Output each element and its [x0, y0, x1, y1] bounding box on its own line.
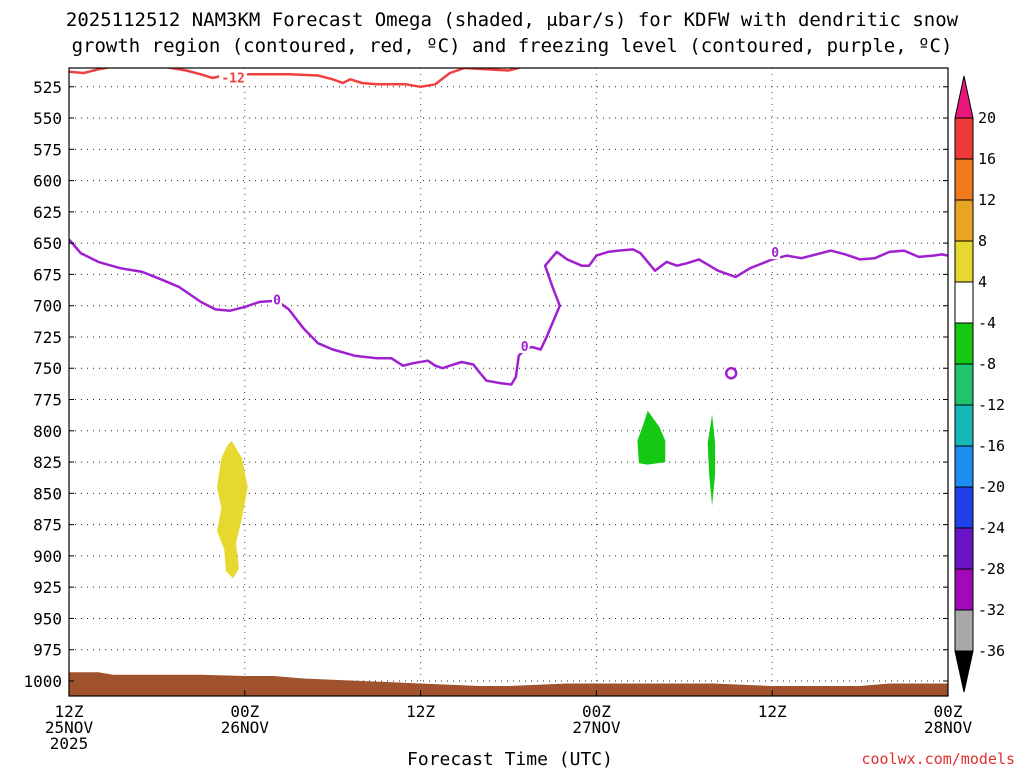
y-tick-label: 775: [33, 391, 62, 410]
colorbar-swatch: [954, 445, 974, 488]
dgz-contour: [69, 68, 524, 89]
ground-surface: [69, 672, 948, 696]
x-tick-label: 00Z: [934, 702, 963, 721]
x-tick-label: 25NOV: [45, 718, 94, 737]
colorbar-label: 8: [978, 232, 987, 250]
omega-region: [217, 440, 248, 579]
x-tick-label: 12Z: [758, 702, 787, 721]
x-tick-label: 28NOV: [924, 718, 973, 737]
x-tick-label: 2025: [50, 734, 89, 753]
colorbar-swatch: [954, 568, 974, 611]
freezing-label-bg: [519, 338, 530, 353]
y-tick-label: 600: [33, 172, 62, 191]
y-tick-label: 800: [33, 422, 62, 441]
y-tick-label: 925: [33, 578, 62, 597]
colorbar-swatch: [954, 240, 974, 283]
y-tick-label: 700: [33, 297, 62, 316]
y-tick-label: 875: [33, 516, 62, 535]
dgz-label-bg: [219, 70, 248, 85]
colorbar-swatch: [954, 650, 974, 693]
colorbar-label: -16: [978, 437, 1005, 455]
colorbar-swatch: [954, 75, 974, 119]
colorbar-swatch: [954, 281, 974, 324]
freezing-level-label: 0: [273, 294, 281, 309]
freezing-level-label: 0: [771, 246, 779, 261]
x-tick-label: 00Z: [230, 702, 259, 721]
y-axis: 525 550 575 600 625 650 675 700 725 750 775 800 825 8…: [23, 78, 948, 691]
colorbar: 20 16 12 8 4 -4 -8 -12 -16 -20 -24 -28 -32 -36: [954, 75, 1005, 693]
chart-title-line2: growth region (contoured, red, ºC) and f…: [72, 35, 953, 57]
freezing-level-loop: [724, 366, 738, 380]
colorbar-label: 16: [978, 150, 996, 168]
colorbar-label: 20: [978, 109, 996, 127]
x-axis-label: Forecast Time (UTC): [407, 749, 613, 768]
colorbar-label: -12: [978, 396, 1005, 414]
colorbar-swatch: [954, 322, 974, 365]
chart-title-line1: 2025112512 NAM3KM Forecast Omega (shaded…: [66, 9, 959, 31]
x-tick-label: 26NOV: [221, 718, 270, 737]
y-tick-label: 575: [33, 140, 62, 159]
colorbar-label: 12: [978, 191, 996, 209]
colorbar-swatch: [954, 404, 974, 447]
colorbar-swatch: [954, 486, 974, 529]
y-tick-label: 750: [33, 359, 62, 378]
colorbar-label: -20: [978, 478, 1005, 496]
y-tick-label: 1000: [23, 672, 62, 691]
y-tick-label: 975: [33, 641, 62, 660]
colorbar-label: -4: [978, 314, 996, 332]
plot-content: -12 0 0 0: [69, 68, 948, 696]
colorbar-label: -8: [978, 355, 996, 373]
freezing-level-contour: [69, 238, 948, 386]
omega-region: [707, 414, 716, 506]
x-tick-label: 12Z: [406, 702, 435, 721]
x-tick-label: 12Z: [55, 702, 84, 721]
y-tick-label: 675: [33, 265, 62, 284]
plot-area: -12 0 0 0: [68, 67, 949, 697]
y-tick-label: 850: [33, 484, 62, 503]
freezing-label-bg: [770, 245, 781, 260]
credit-link[interactable]: coolwx.com/models: [861, 750, 1015, 768]
colorbar-label: -24: [978, 519, 1005, 537]
colorbar-swatch: [954, 527, 974, 570]
colorbar-swatch: [954, 609, 974, 652]
y-tick-label: 825: [33, 453, 62, 472]
y-tick-label: 900: [33, 547, 62, 566]
colorbar-label: 4: [978, 273, 987, 291]
x-tick-label: 27NOV: [572, 718, 621, 737]
freezing-label-bg: [272, 292, 283, 307]
colorbar-swatch: [954, 117, 974, 160]
omega-region: [637, 410, 666, 465]
colorbar-swatch: [954, 363, 974, 406]
colorbar-swatch: [954, 199, 974, 242]
y-tick-label: 625: [33, 203, 62, 222]
x-tick-label: 00Z: [582, 702, 611, 721]
plot-frame: [68, 67, 949, 697]
colorbar-label: -36: [978, 642, 1005, 660]
y-tick-label: 650: [33, 234, 62, 253]
colorbar-swatch: [954, 158, 974, 201]
y-tick-label: 725: [33, 328, 62, 347]
freezing-level-label: 0: [521, 340, 529, 355]
y-tick-label: 550: [33, 109, 62, 128]
y-tick-label: 950: [33, 609, 62, 628]
y-tick-label: 525: [33, 78, 62, 97]
colorbar-label: -32: [978, 601, 1005, 619]
colorbar-label: -28: [978, 560, 1005, 578]
dgz-contour-label: -12: [221, 71, 244, 86]
